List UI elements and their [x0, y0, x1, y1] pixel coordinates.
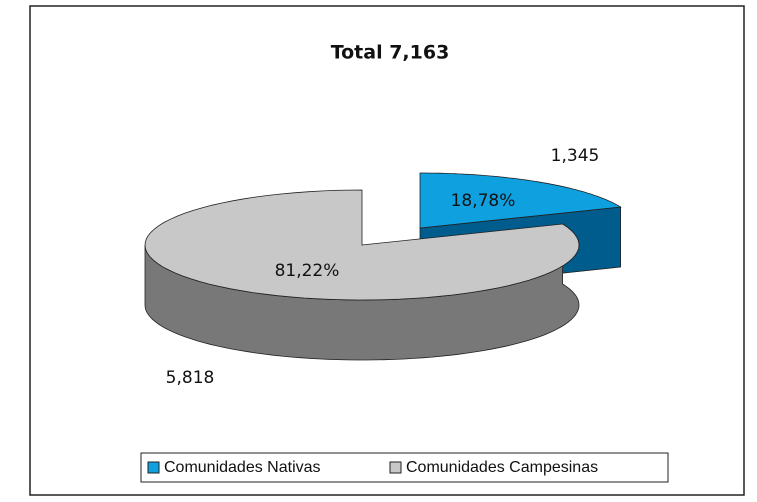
slice [144, 189, 580, 301]
percentage-label: 18,78% [451, 191, 516, 211]
chart-title: Total 7,163 [331, 42, 450, 64]
slice [419, 172, 622, 229]
legend-box [140, 452, 669, 483]
legend-label: Comunidades Nativas [164, 459, 321, 476]
value-label: 1,345 [551, 146, 600, 166]
percentage-label: 81,22% [275, 261, 340, 281]
value-label: 5,818 [166, 368, 215, 388]
legend-swatch [147, 461, 160, 474]
legend-swatch [389, 461, 402, 474]
legend-label: Comunidades Campesinas [406, 459, 598, 476]
